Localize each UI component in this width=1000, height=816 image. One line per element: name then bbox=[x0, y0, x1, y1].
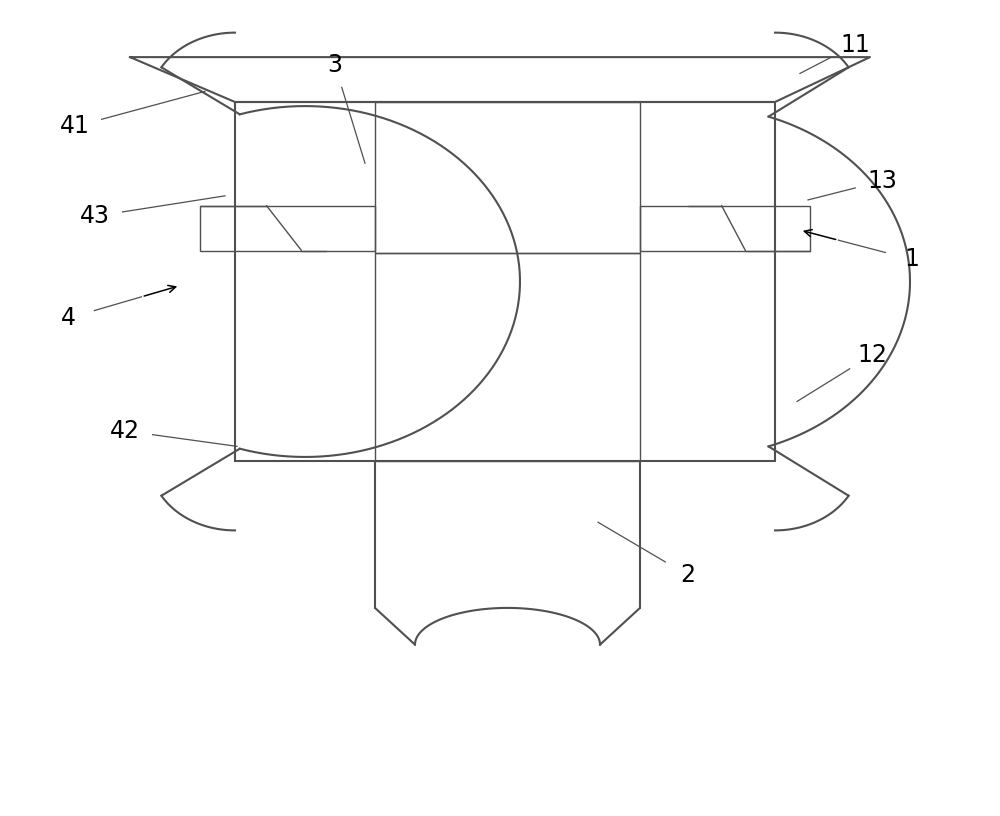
Text: 1: 1 bbox=[905, 247, 919, 272]
Text: 3: 3 bbox=[328, 53, 342, 78]
Bar bbox=[640, 206, 810, 251]
Bar bbox=[235, 102, 775, 461]
Bar bbox=[375, 253, 640, 461]
Text: 12: 12 bbox=[857, 343, 887, 367]
Text: 4: 4 bbox=[60, 306, 76, 330]
Text: 43: 43 bbox=[80, 204, 110, 228]
Text: 41: 41 bbox=[60, 114, 90, 139]
Bar bbox=[200, 206, 375, 251]
Bar bbox=[375, 102, 640, 253]
Text: 13: 13 bbox=[867, 169, 897, 193]
Text: 42: 42 bbox=[110, 419, 140, 443]
Text: 2: 2 bbox=[680, 563, 696, 588]
Text: 11: 11 bbox=[840, 33, 870, 57]
